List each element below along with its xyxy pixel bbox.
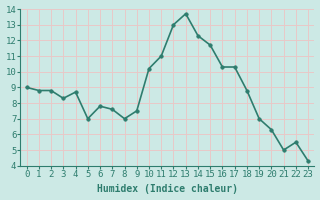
- X-axis label: Humidex (Indice chaleur): Humidex (Indice chaleur): [97, 184, 238, 194]
